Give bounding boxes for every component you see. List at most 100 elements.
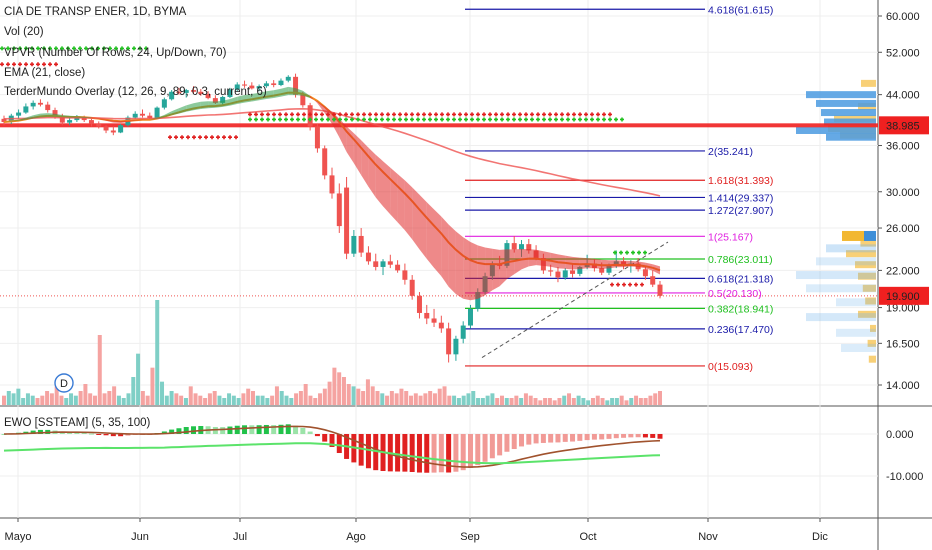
legend-volume[interactable]: Vol (20) (4, 26, 44, 38)
volume-bar (289, 398, 294, 405)
candle-body (606, 265, 612, 273)
osc-histogram-bar (395, 434, 401, 472)
signal-cross-green (374, 117, 378, 122)
overlay-cloud (273, 88, 281, 98)
overlay-cloud (550, 252, 558, 269)
fib-level-label: 0.382(18.941) (708, 303, 773, 315)
signal-cross-red (608, 112, 612, 117)
price-tick-label: 14.000 (886, 380, 920, 392)
signal-cross-green (637, 250, 641, 255)
overlay-cloud (463, 237, 471, 301)
osc-histogram-bar (271, 425, 277, 434)
signal-cross-red (260, 112, 264, 117)
overlay-cloud (251, 92, 260, 102)
vpvr-up-bar (806, 91, 876, 99)
signal-cross-red (578, 112, 582, 117)
signal-cross-green (386, 117, 390, 122)
candle-body (271, 83, 277, 86)
vpvr-down-bar (865, 297, 876, 305)
volume-bar (59, 395, 64, 405)
signal-cross-green (0, 46, 4, 51)
volume-bar (294, 393, 299, 405)
overlay-cloud (222, 99, 230, 107)
candle-body (511, 243, 517, 250)
time-label: Ago (346, 531, 366, 543)
volume-bar (648, 395, 653, 405)
legend-overlay[interactable]: TerderMundo Overlay (12, 26, 9, 89, 0.3,… (4, 86, 267, 98)
osc-histogram-bar (402, 434, 408, 472)
volume-bar (653, 393, 658, 405)
signal-cross-red (254, 112, 258, 117)
candle-body (438, 322, 444, 329)
overlay-cloud (157, 114, 165, 119)
candle-body (1, 118, 7, 122)
signal-cross-green (332, 117, 336, 122)
signal-cross-green (18, 46, 22, 51)
volume-bar (432, 393, 437, 405)
overlay-cloud (638, 261, 646, 269)
overlay-cloud (441, 216, 449, 287)
candle-body (176, 91, 182, 93)
volume-bar (552, 400, 557, 405)
candle-body (74, 117, 80, 121)
candle-body (322, 148, 328, 176)
signal-cross-green (488, 117, 492, 122)
signal-cross-green (6, 46, 10, 51)
volume-bar (543, 398, 548, 405)
legend-vpvr[interactable]: VPVR (Number Of Rows, 24, Up/Down, 70) (4, 47, 227, 59)
osc-signal-line (3, 425, 661, 468)
signal-cross-red (332, 112, 336, 117)
volume-bar (164, 395, 169, 405)
signal-cross-green (590, 117, 594, 122)
candle-body (227, 89, 233, 97)
candle-body (373, 261, 379, 267)
volume-bar (605, 400, 610, 405)
signal-cross-red (344, 112, 348, 117)
signal-cross-red (338, 112, 342, 117)
candle-body (570, 270, 576, 274)
signal-cross-green (12, 46, 16, 51)
signal-cross-red (548, 112, 552, 117)
volume-bar (365, 379, 370, 405)
signal-cross-red (174, 135, 178, 140)
osc-histogram-bar (242, 425, 248, 434)
osc-histogram-bar (424, 434, 430, 473)
volume-bar (523, 393, 528, 405)
overlay-cloud (295, 88, 303, 96)
volume-bar (16, 388, 21, 405)
overlay-cloud (470, 242, 478, 301)
signal-cross-green (108, 46, 112, 51)
volume-bar (78, 391, 83, 405)
volume-bar (35, 398, 40, 405)
overlay-cloud (448, 224, 456, 295)
signal-cross-green (308, 117, 312, 122)
signal-cross-green (36, 46, 40, 51)
osc-histogram-bar (285, 424, 291, 434)
signal-cross-green (470, 117, 474, 122)
signal-cross-red (368, 112, 372, 117)
volume-bar (327, 381, 332, 405)
volume-bar (629, 398, 634, 405)
fib-level-label: 0.786(23.011) (708, 254, 773, 266)
dividend-marker-label[interactable]: D (60, 378, 68, 390)
overlay-cloud (149, 117, 158, 120)
signal-cross-green (410, 117, 414, 122)
legend-oscillator[interactable]: EWO [SSTEAM] (5, 35, 100) (4, 417, 151, 429)
candle-body (37, 102, 43, 105)
osc-histogram-bar (74, 432, 80, 434)
candle-body (30, 102, 36, 107)
signal-cross-red (458, 112, 462, 117)
signal-cross-green (458, 117, 462, 122)
overlay-cloud (521, 249, 529, 270)
overlay-cloud (55, 113, 63, 118)
volume-bar (222, 398, 227, 405)
fib-level-label: 0.236(17.470) (708, 324, 773, 336)
signal-cross-red (446, 112, 450, 117)
signal-cross-green (272, 117, 276, 122)
volume-bar (318, 393, 323, 405)
volume-bar (456, 398, 461, 405)
overlay-cloud (506, 249, 515, 280)
volume-bar (274, 386, 279, 405)
legend-ema[interactable]: EMA (21, close) (4, 67, 86, 79)
